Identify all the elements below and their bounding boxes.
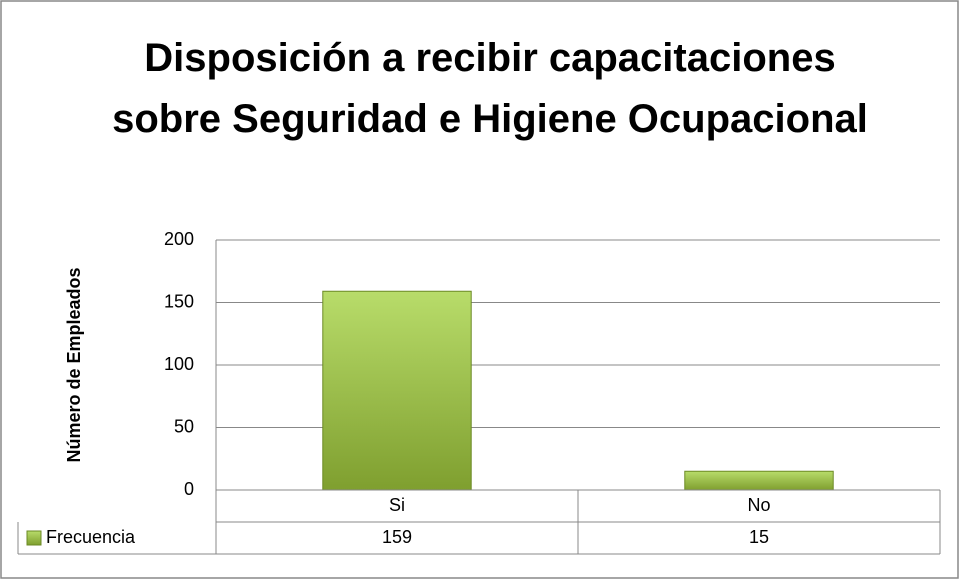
y-tick-label: 0 xyxy=(184,479,194,499)
y-axis-label: Número de Empleados xyxy=(64,267,84,462)
x-tick-label: Si xyxy=(389,495,405,515)
y-tick-label: 50 xyxy=(174,416,194,436)
legend-label: Frecuencia xyxy=(46,527,136,547)
bar xyxy=(684,470,834,491)
bar xyxy=(322,290,472,491)
y-tick-label: 150 xyxy=(164,291,194,311)
table-value: 15 xyxy=(749,527,769,547)
table-value: 159 xyxy=(382,527,412,547)
chart-title: Disposición a recibir capacitaciones sob… xyxy=(112,36,868,141)
y-tick-label: 100 xyxy=(164,354,194,374)
legend-key xyxy=(26,530,42,546)
x-tick-label: No xyxy=(747,495,770,515)
y-tick-label: 200 xyxy=(164,229,194,249)
